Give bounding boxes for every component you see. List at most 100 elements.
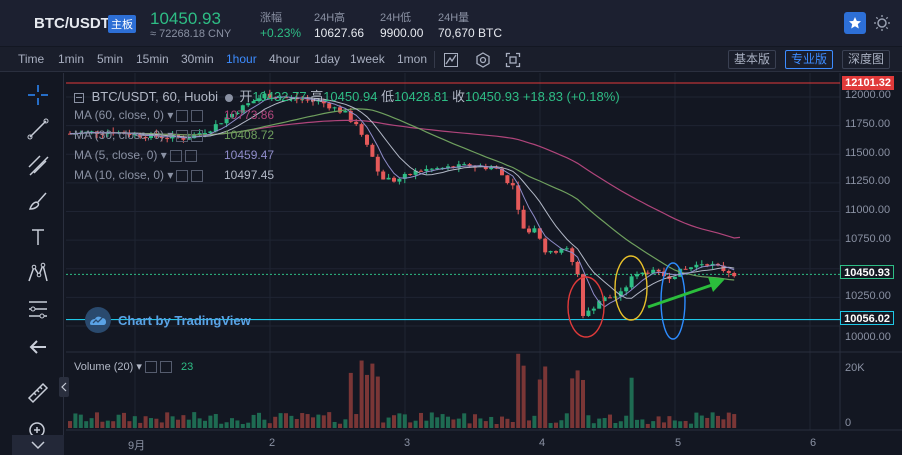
timeframe-1day[interactable]: 1day: [314, 52, 341, 66]
candle-body: [365, 134, 369, 145]
volume-bar: [575, 370, 580, 428]
stat-high-value: 10627.66: [314, 26, 365, 40]
volume-bar: [365, 374, 369, 428]
volume-bar: [451, 419, 456, 428]
favorite-star-icon[interactable]: [844, 12, 866, 34]
candle-body: [651, 269, 656, 274]
open-label: 开: [239, 89, 253, 104]
candle-body: [224, 117, 229, 124]
volume-legend[interactable]: Volume (20) ▾ 23: [74, 361, 194, 374]
price-chart[interactable]: [66, 73, 902, 455]
ticker-header: BTC/USDT 主板 10450.93 ≈ 72268.18 CNY 涨幅 +…: [0, 0, 902, 46]
volume-bar: [510, 421, 515, 428]
candle-body: [635, 274, 639, 277]
volume-bar: [602, 418, 607, 428]
volume-bar: [246, 422, 251, 428]
view-pro-button[interactable]: 专业版: [785, 50, 834, 69]
change-value: +18.83 (+0.18%): [522, 89, 620, 104]
volume-bar: [651, 421, 656, 428]
close-value: 10450.93: [464, 89, 520, 104]
volume-bar: [321, 415, 326, 428]
candle-body: [197, 133, 202, 135]
volume-bar: [213, 414, 218, 428]
volume-bar: [516, 353, 521, 428]
fullscreen-icon[interactable]: [503, 50, 523, 70]
theme-sun-icon[interactable]: [871, 12, 893, 34]
text-tool-icon[interactable]: [24, 223, 52, 251]
candle-body: [348, 110, 353, 122]
timeframe-5min[interactable]: 5min: [97, 52, 124, 66]
tradingview-watermark[interactable]: Chart by TradingView: [84, 306, 294, 334]
volume-bar: [608, 414, 612, 428]
collapse-sidebar-button[interactable]: [59, 377, 69, 397]
candle-body: [424, 169, 429, 172]
drawing-toolbar: [0, 73, 64, 455]
volume-bar: [224, 422, 229, 428]
volume-bar: [726, 412, 731, 428]
candle-body: [419, 170, 423, 172]
timeframe-1mon[interactable]: 1mon: [397, 52, 428, 66]
volume-bar: [273, 416, 278, 428]
volume-bar: [559, 420, 564, 428]
timeframe-time[interactable]: Time: [18, 52, 45, 66]
collapse-tools-button[interactable]: [12, 435, 64, 455]
candle-body: [559, 248, 564, 253]
view-basic-button[interactable]: 基本版: [728, 50, 777, 69]
indicator-ma10[interactable]: MA (10, close, 0) ▾: [74, 168, 204, 182]
volume-bar: [262, 419, 267, 428]
volume-bar: [500, 416, 504, 428]
volume-bar: [397, 413, 402, 428]
volume-bar: [165, 412, 170, 428]
settings-gear-icon[interactable]: [473, 50, 493, 70]
volume-bar: [667, 416, 672, 428]
high-value: 10450.94: [323, 89, 378, 104]
view-depth-button[interactable]: 深度图: [842, 50, 891, 69]
candle-body: [246, 103, 251, 106]
collapse-legend-icon[interactable]: [74, 92, 84, 103]
volume-bar: [597, 418, 602, 428]
crosshair-icon[interactable]: [24, 81, 52, 109]
volume-bar: [570, 378, 575, 428]
volume-bar: [375, 376, 380, 428]
candle-body: [521, 209, 526, 229]
back-arrow-icon[interactable]: [24, 333, 52, 361]
ruler-icon[interactable]: [24, 379, 52, 407]
volume-bar: [721, 419, 726, 428]
brush-icon[interactable]: [24, 187, 52, 215]
volume-bar: [143, 416, 148, 428]
price-tick: 11750.00: [845, 118, 891, 130]
time-tick: 5: [675, 437, 682, 449]
volume-bar: [564, 413, 569, 428]
pattern-tool-icon[interactable]: [24, 259, 52, 287]
candle-body: [284, 97, 288, 99]
indicator-ma60[interactable]: MA (60, close, 0) ▾: [74, 108, 204, 122]
volume-bar: [278, 413, 283, 428]
red-circle-annotation: [567, 276, 605, 338]
timeframe-1hour[interactable]: 1hour: [226, 52, 257, 66]
ma10-line: [70, 97, 735, 299]
timeframe-30min[interactable]: 30min: [181, 52, 214, 66]
timeframe-15min[interactable]: 15min: [136, 52, 169, 66]
volume-bar: [73, 413, 78, 428]
indicator-ma5[interactable]: MA (5, close, 0) ▾: [74, 148, 197, 162]
timeframe-1min[interactable]: 1min: [58, 52, 85, 66]
candle-body: [597, 301, 602, 309]
timeframe-4hour[interactable]: 4hour: [269, 52, 300, 66]
volume-name: Volume (20): [74, 361, 134, 373]
volume-bar: [159, 422, 164, 428]
candle-body: [181, 137, 186, 140]
indicator-ma30[interactable]: MA (30, close, 0) ▾: [74, 128, 204, 142]
volume-bar: [424, 420, 429, 428]
volume-bar: [548, 423, 553, 428]
volume-bar: [402, 414, 407, 428]
volume-bar: [289, 415, 294, 428]
price-tick: 11500.00: [845, 147, 891, 159]
parallel-channel-icon[interactable]: [24, 151, 52, 179]
trend-line-icon[interactable]: [24, 115, 52, 143]
volume-bar: [348, 372, 353, 428]
candle-body: [370, 144, 375, 157]
volume-bar: [413, 420, 418, 428]
chart-style-icon[interactable]: [441, 50, 461, 70]
fibonacci-icon[interactable]: [24, 295, 52, 323]
timeframe-1week[interactable]: 1week: [350, 52, 385, 66]
